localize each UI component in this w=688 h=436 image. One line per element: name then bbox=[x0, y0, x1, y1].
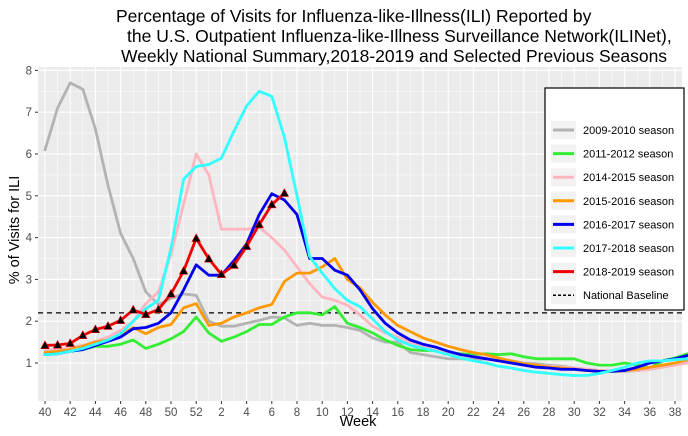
chart-title-line-1: Percentage of Visits for Influenza-like-… bbox=[116, 6, 592, 26]
series-marker-2018-2019 bbox=[90, 324, 101, 334]
x-tick-label: 42 bbox=[64, 407, 77, 419]
legend-items: 2009-2010 season 2011-2012 season 2014-201… bbox=[551, 121, 674, 305]
series-marker-2018-2019 bbox=[52, 339, 63, 349]
y-tick-label: 1 bbox=[26, 358, 32, 370]
series-marker-2018-2019 bbox=[191, 233, 201, 242]
legend-label: 2015-2016 season bbox=[583, 196, 674, 208]
x-tick-label: 52 bbox=[190, 407, 203, 419]
y-tick-label: 6 bbox=[26, 149, 32, 161]
x-tick-label: 28 bbox=[543, 407, 556, 419]
x-tick-label: 14 bbox=[366, 407, 379, 419]
series-marker-2018-2019 bbox=[153, 304, 164, 313]
y-tick-label: 5 bbox=[26, 191, 32, 203]
x-tick-label: 16 bbox=[391, 407, 404, 419]
x-tick-label: 48 bbox=[139, 407, 152, 419]
x-tick-label: 12 bbox=[341, 407, 354, 419]
marker-layer bbox=[40, 188, 290, 349]
legend-label: 2017-2018 season bbox=[583, 243, 674, 255]
legend-label: 2016-2017 season bbox=[583, 219, 674, 231]
chart-title-line-3: Weekly National Summary,2018-2019 and Se… bbox=[121, 46, 667, 66]
x-tick-label: 26 bbox=[517, 407, 530, 419]
x-tick-label: 30 bbox=[568, 407, 581, 419]
x-tick-label: 8 bbox=[294, 407, 300, 419]
series-marker-2018-2019 bbox=[216, 269, 227, 278]
legend-label: 2018-2019 season bbox=[583, 267, 674, 279]
legend-label: 2011-2012 season bbox=[583, 149, 673, 161]
legend-label: National Baseline bbox=[583, 290, 669, 302]
legend: 2009-2010 season 2011-2012 season 2014-201… bbox=[544, 87, 685, 311]
series-marker-2018-2019 bbox=[267, 199, 277, 209]
y-axis-ticks: 1 2 3 4 5 6 7 8 bbox=[26, 65, 38, 370]
series-marker-2018-2019 bbox=[128, 304, 138, 314]
y-tick-label: 2 bbox=[26, 316, 32, 328]
series-line-2011-2012 bbox=[43, 305, 688, 370]
x-tick-label: 20 bbox=[442, 407, 455, 419]
x-tick-label: 4 bbox=[243, 407, 250, 419]
series-marker-2018-2019 bbox=[103, 321, 113, 330]
series-line-2017-2018 bbox=[43, 89, 688, 377]
x-tick-label: 2 bbox=[218, 407, 224, 419]
x-tick-label: 40 bbox=[39, 407, 52, 419]
legend-label: 2014-2015 season bbox=[583, 172, 674, 184]
x-axis-title: Week bbox=[340, 414, 378, 430]
series-marker-2018-2019 bbox=[229, 260, 239, 269]
y-tick-label: 4 bbox=[26, 233, 33, 245]
y-axis-title: % of Visits for ILI bbox=[7, 176, 23, 285]
legend-label: 2009-2010 season bbox=[583, 125, 674, 137]
series-marker-2018-2019 bbox=[141, 309, 151, 319]
series-line-2016-2017 bbox=[43, 192, 688, 373]
x-tick-label: 32 bbox=[593, 407, 606, 419]
y-tick-label: 8 bbox=[26, 65, 32, 77]
series-marker-2018-2019 bbox=[254, 219, 264, 229]
x-tick-label: 34 bbox=[618, 407, 631, 419]
y-tick-label: 3 bbox=[26, 274, 32, 286]
series-marker-2018-2019 bbox=[40, 340, 50, 349]
x-tick-label: 24 bbox=[492, 407, 505, 419]
series-marker-2018-2019 bbox=[241, 241, 252, 250]
series-marker-2018-2019 bbox=[166, 288, 176, 298]
series-marker-2018-2019 bbox=[115, 315, 126, 324]
x-tick-label: 50 bbox=[165, 407, 178, 419]
x-tick-label: 10 bbox=[316, 407, 329, 419]
series-marker-2018-2019 bbox=[78, 330, 88, 339]
x-tick-label: 38 bbox=[669, 407, 682, 419]
x-tick-label: 22 bbox=[467, 407, 480, 419]
x-tick-label: 18 bbox=[417, 407, 430, 419]
chart-title-line-2: the U.S. Outpatient Influenza-like-Illne… bbox=[127, 26, 672, 46]
series-marker-2018-2019 bbox=[178, 265, 189, 275]
series-marker-2018-2019 bbox=[204, 253, 214, 263]
x-tick-label: 6 bbox=[269, 407, 275, 419]
x-tick-label: 36 bbox=[643, 407, 656, 419]
series-marker-2018-2019 bbox=[279, 188, 290, 197]
y-tick-label: 7 bbox=[26, 107, 32, 119]
x-tick-label: 44 bbox=[89, 407, 102, 419]
x-axis-ticks: 40 42 44 46 48 50 52 2 4 6 8 10 12 14 16 18 20 22 24 26 28 30… bbox=[39, 401, 682, 419]
chart-title: Percentage of Visits for Influenza-like-… bbox=[116, 6, 672, 66]
x-tick-label: 46 bbox=[114, 407, 127, 419]
series-marker-2018-2019 bbox=[65, 338, 75, 347]
